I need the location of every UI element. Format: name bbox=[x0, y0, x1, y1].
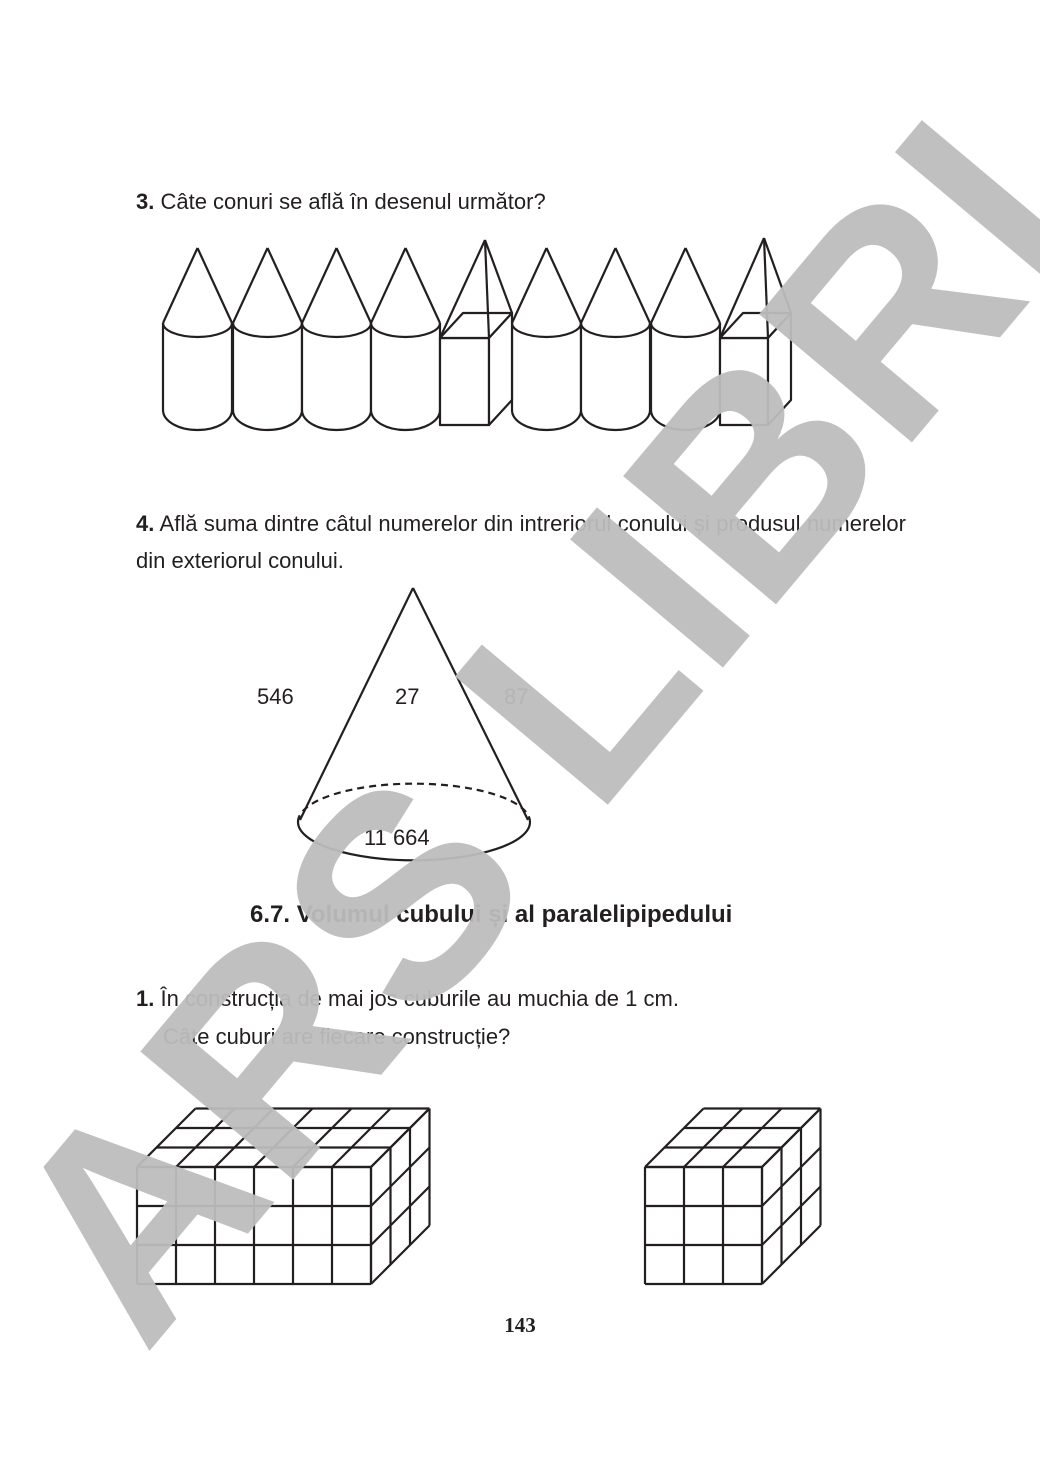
exercise-4-text: 4. Află suma dintre câtul numerelor din … bbox=[136, 505, 906, 579]
cylinder-with-cone-7 bbox=[649, 247, 722, 432]
cylinder-with-cone-5 bbox=[510, 247, 583, 432]
cylinder-with-cone-2 bbox=[231, 247, 304, 432]
section-title: 6.7. Volumul cubului și al paralelipiped… bbox=[250, 901, 733, 928]
prism-1 bbox=[438, 239, 514, 427]
exercise-4-question: Află suma dintre câtul numerelor din int… bbox=[136, 511, 906, 573]
exercise-1-number: 1. bbox=[136, 986, 155, 1011]
exercise-1-question-1: În construcția de mai jos cuburile au mu… bbox=[154, 986, 679, 1011]
cone-figure bbox=[296, 587, 532, 862]
cylinder-with-cone-6 bbox=[579, 247, 652, 432]
cylinder-with-cone-3 bbox=[300, 247, 373, 432]
exercise-3-text: 3. Câte conuri se află în desenul următo… bbox=[136, 189, 546, 215]
prism-2 bbox=[718, 237, 793, 427]
cylinder-with-cone-4 bbox=[369, 247, 442, 432]
exercise-4-number: 4. bbox=[136, 511, 155, 536]
cone-number-11664: 11 664 bbox=[364, 825, 430, 850]
cylinder-with-cone-1 bbox=[161, 247, 234, 432]
cone-number-546: 546 bbox=[257, 684, 294, 709]
cube-construction bbox=[643, 1107, 822, 1286]
exercise-3-question: Câte conuri se află în desenul următor? bbox=[154, 189, 546, 214]
cone-number-87: 87 bbox=[504, 684, 529, 709]
cone-number-27: 27 bbox=[395, 684, 420, 709]
cuboid-construction bbox=[135, 1107, 431, 1286]
exercise-1-line-1: 1. În construcția de mai jos cuburile au… bbox=[136, 986, 679, 1012]
exercise-1-line-2: Câte cuburi are fiecare construcție? bbox=[163, 1024, 511, 1049]
exercise-3-number: 3. bbox=[136, 189, 155, 214]
page-number: 143 bbox=[504, 1313, 536, 1337]
